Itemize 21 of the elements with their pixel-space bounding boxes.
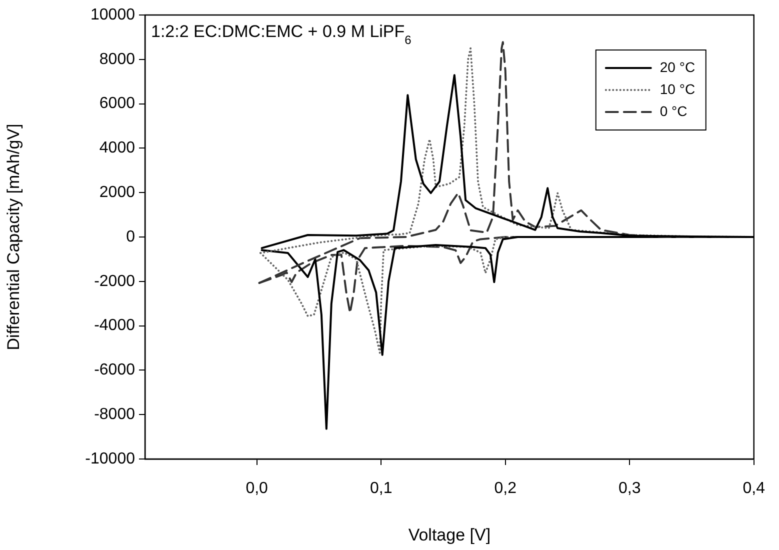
legend-label: 0 °C bbox=[660, 102, 688, 119]
legend-label: 20 °C bbox=[660, 58, 696, 75]
x-tick-label: 0,1 bbox=[370, 480, 392, 498]
y-tick-label: -8000 bbox=[94, 406, 136, 424]
y-tick-label: 6000 bbox=[99, 95, 136, 112]
y-tick-label: 4000 bbox=[99, 140, 136, 157]
y-tick-label: -2000 bbox=[94, 272, 136, 290]
x-tick-label: 0,0 bbox=[246, 480, 268, 498]
y-tick-label: -6000 bbox=[94, 362, 136, 379]
y-tick-label: 10000 bbox=[90, 6, 136, 24]
x-axis-title: Voltage [V] bbox=[408, 525, 491, 544]
y-tick-label: 2000 bbox=[99, 184, 136, 202]
x-tick-label: 0,4 bbox=[742, 480, 766, 498]
legend-label: 10 °C bbox=[660, 80, 696, 97]
y-tick-label: 8000 bbox=[99, 50, 136, 68]
y-tick-label: 0 bbox=[126, 228, 136, 246]
x-tick-label: 0,2 bbox=[494, 480, 517, 498]
y-tick-label: -4000 bbox=[94, 317, 136, 334]
x-tick-label: 0,3 bbox=[618, 480, 641, 498]
y-tick-label: -10000 bbox=[85, 450, 136, 468]
y-axis-title: Differential Capacity [mAh/gV] bbox=[4, 124, 23, 350]
